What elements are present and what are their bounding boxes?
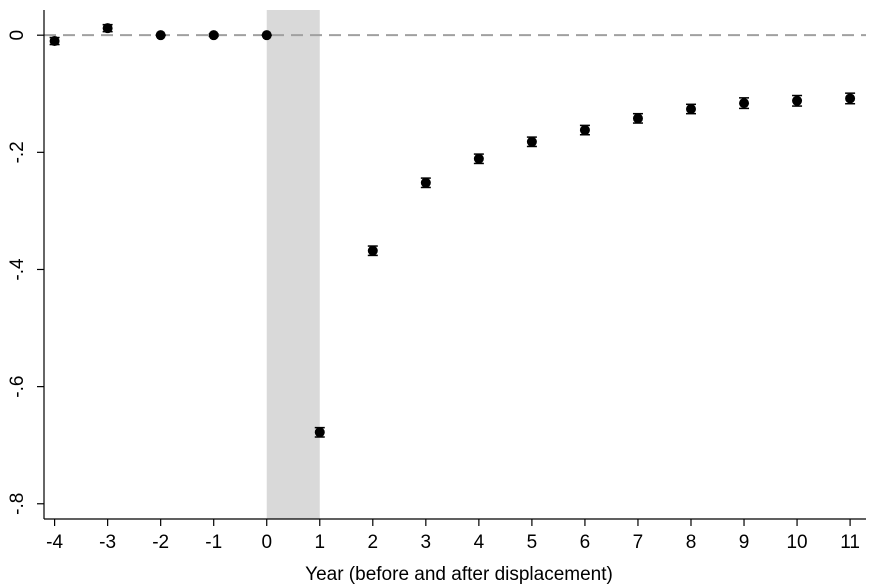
x-tick-label: 7 [633,532,644,553]
x-tick-label: 4 [474,532,485,553]
x-tick-label: -3 [99,532,116,553]
x-tick-label: 11 [840,532,860,553]
point-marker [261,30,272,41]
axes-layer: -4 -3 -2 -1 0 1 2 3 4 5 6 7 8 9 10 11 0 -.2 -.4 -.6 -.8 [7,10,866,553]
x-axis-title: Year (before and after displacement) [305,564,613,585]
data-point [102,23,113,34]
shaded-band-layer [266,10,320,519]
point-marker [685,103,696,114]
x-tick-label: -1 [205,532,222,553]
point-marker [420,177,431,188]
x-tick-label: 10 [786,532,807,553]
point-marker [314,427,325,438]
x-tick-label: 3 [421,532,432,553]
point-marker [845,93,856,104]
shaded-band [266,10,320,519]
data-point [208,30,219,41]
x-tick-label: 6 [580,532,591,553]
x-tick-label: 8 [686,532,697,553]
data-point [526,136,537,148]
point-marker [792,95,803,106]
data-point [314,426,325,438]
x-tick-label: 1 [314,532,325,553]
point-marker [632,113,643,124]
data-point [739,97,750,110]
x-tick-label: 0 [261,532,272,553]
data-point [685,103,696,115]
point-marker [155,30,166,41]
data-point [367,245,378,257]
point-marker [102,23,113,34]
point-marker [473,153,484,164]
data-point [473,153,484,165]
point-marker [526,136,537,147]
data-point [845,92,856,105]
data-point [632,112,643,124]
x-tick-label: 9 [739,532,750,553]
y-tick-label: -.6 [7,376,28,398]
x-tick-label: 2 [368,532,379,553]
x-tick-label: 5 [527,532,538,553]
point-marker [579,125,590,136]
data-point [261,30,272,41]
y-tick-label: 0 [7,30,28,41]
data-point [420,177,431,189]
data-point [792,94,803,107]
point-marker [367,245,378,256]
x-tick-label: -4 [46,532,63,553]
data-point [49,36,60,47]
point-marker [208,30,219,41]
point-marker [739,98,750,109]
points-layer [49,23,856,438]
y-tick-label: -.4 [7,258,28,281]
data-point [579,124,590,136]
y-tick-label: -.2 [7,141,28,163]
x-tick-label: -2 [152,532,169,553]
y-tick-label: -.8 [7,493,28,515]
point-marker [49,36,60,47]
data-point [155,30,166,41]
